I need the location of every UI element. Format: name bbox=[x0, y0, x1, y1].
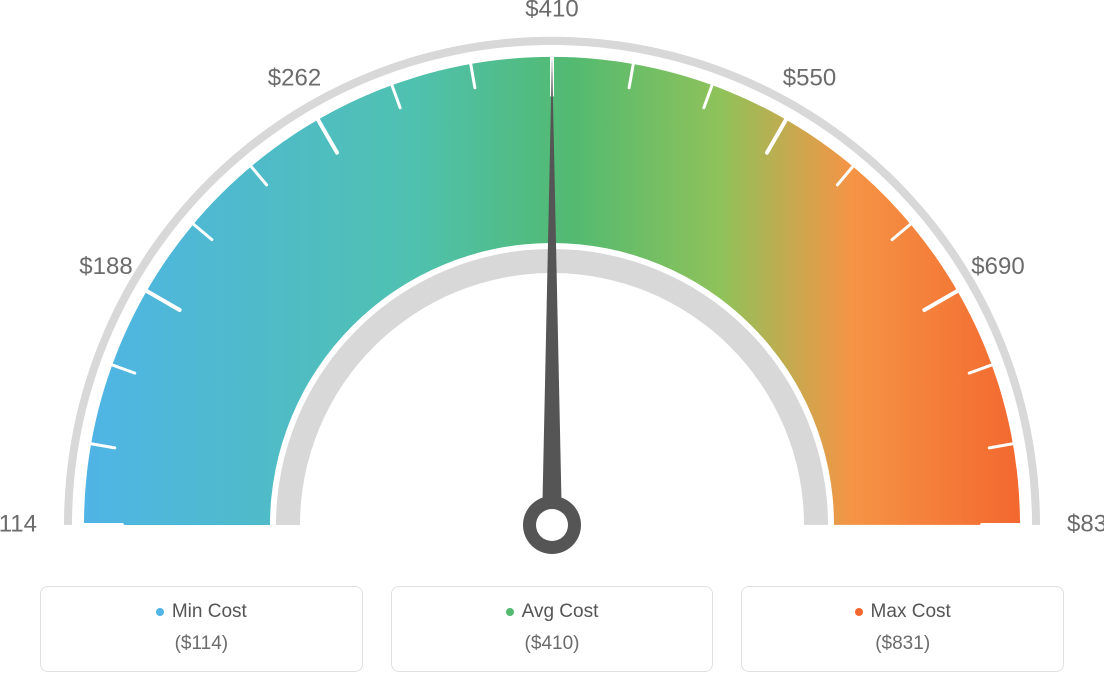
max-cost-dot bbox=[855, 608, 863, 616]
gauge-tick-label: $690 bbox=[971, 253, 1024, 280]
avg-cost-card: Avg Cost ($410) bbox=[391, 586, 714, 672]
min-cost-dot bbox=[156, 608, 164, 616]
gauge-tick-label: $188 bbox=[79, 253, 132, 280]
avg-cost-value: ($410) bbox=[392, 633, 713, 655]
min-cost-value: ($114) bbox=[41, 633, 362, 655]
gauge-tick-label: $410 bbox=[525, 0, 578, 22]
min-cost-card: Min Cost ($114) bbox=[40, 586, 363, 672]
gauge-tick-label: $262 bbox=[268, 64, 321, 91]
min-cost-title: Min Cost bbox=[172, 601, 247, 623]
max-cost-card: Max Cost ($831) bbox=[741, 586, 1064, 672]
gauge-tick-label: $550 bbox=[783, 64, 836, 91]
max-cost-value: ($831) bbox=[742, 633, 1063, 655]
avg-cost-title: Avg Cost bbox=[522, 601, 599, 623]
gauge-tick-label: $114 bbox=[0, 510, 37, 537]
cost-summary-cards: Min Cost ($114) Avg Cost ($410) Max Cost… bbox=[40, 586, 1064, 672]
gauge-needle-hub-hole bbox=[536, 509, 568, 541]
gauge-tick-label: $831 bbox=[1067, 510, 1104, 537]
cost-gauge: $114 $188 $262 $410 $550 $690 $831 bbox=[0, 0, 1104, 560]
avg-cost-dot bbox=[506, 608, 514, 616]
max-cost-title: Max Cost bbox=[871, 601, 951, 623]
